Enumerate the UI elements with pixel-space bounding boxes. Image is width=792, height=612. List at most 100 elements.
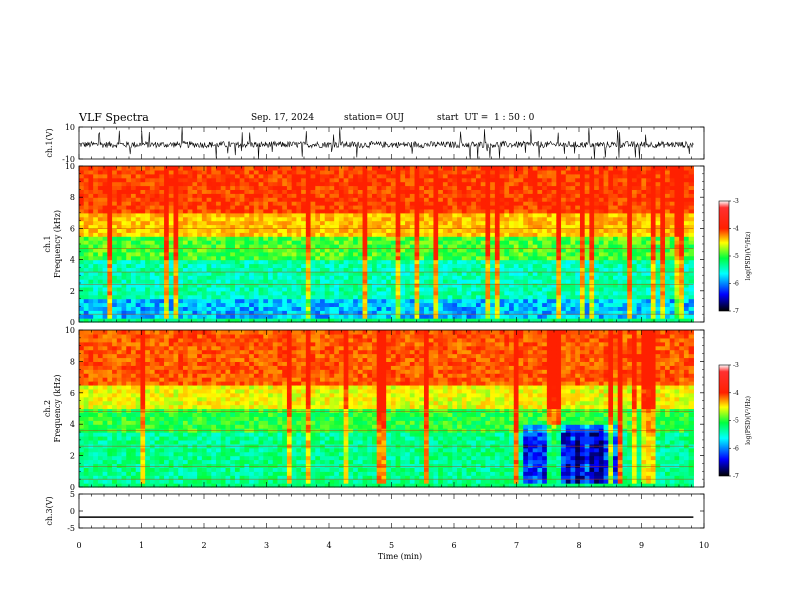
ch1-spectrogram-cell <box>315 267 321 272</box>
ch1-spectrogram-cell <box>249 298 255 304</box>
ch1-spectrogram-cell <box>220 216 227 222</box>
ch1-spectrogram-cell <box>442 271 449 276</box>
ch1-spectrogram-cell <box>509 318 515 323</box>
ch1-spectrogram-cell <box>480 275 487 280</box>
ch1-spectrogram-cell <box>121 220 127 226</box>
ch1-spectrogram-cell <box>249 306 255 311</box>
ch1-spectrogram-cell <box>631 212 638 218</box>
ch1-spectrogram-cell <box>631 224 638 229</box>
ch1-spectrogram-cell <box>409 177 416 183</box>
ch1-spectrogram-cell <box>211 267 217 272</box>
ch1-spectrogram-cell <box>627 181 633 187</box>
ch1-spectrogram-cell <box>622 185 628 190</box>
ch1-spectrogram-cell <box>627 259 633 265</box>
ch1-spectrogram-cell <box>277 259 283 265</box>
ch1-spectrogram-cell <box>452 314 458 319</box>
ch1-spectrogram-cell <box>419 216 425 222</box>
ch1-spectrogram-cell <box>466 193 472 198</box>
ch1-spectrogram-cell <box>116 216 123 222</box>
ch1-spectrogram-cell <box>130 224 137 229</box>
ch1-spectrogram-cell <box>88 275 94 280</box>
ch1-spectrogram-cell <box>244 201 250 206</box>
ch1-spectrogram-cell <box>655 169 661 175</box>
ch1-spectrogram-cell <box>494 283 501 288</box>
ch1-spectrogram-cell <box>79 224 85 229</box>
ch1-spectrogram-cell <box>386 216 392 222</box>
ch1-spectrogram-cell <box>442 193 449 198</box>
ch1-spectrogram-cell <box>216 220 222 226</box>
ch1-spectrogram-cell <box>617 181 624 187</box>
ch1-spectrogram-cell <box>362 294 368 300</box>
ch1-spectrogram-cell <box>301 286 307 292</box>
ch1-spectrogram-cell <box>258 251 264 257</box>
ch1-spectrogram-cell <box>551 169 557 175</box>
ch1-spectrogram-cell <box>617 306 624 311</box>
ch1-spectrogram-cell <box>513 212 520 218</box>
ch1-spectrogram-cell <box>532 189 539 194</box>
ch1-spectrogram-cell <box>320 286 326 292</box>
ch1-spectrogram-cell <box>636 306 642 311</box>
ch1-spectrogram-cell <box>121 263 127 268</box>
ch1-spectrogram-cell <box>546 177 553 183</box>
ch1-spectrogram-cell <box>367 212 373 218</box>
ch1-spectrogram-cell <box>386 290 392 296</box>
ch1-spectrogram-cell <box>83 232 90 237</box>
ch1-spectrogram-cell <box>121 228 127 233</box>
ch1-spectrogram-cell <box>518 298 524 304</box>
ch1-spectrogram-cell <box>433 298 439 304</box>
ch1-spectrogram-cell <box>650 197 657 202</box>
ch1-spectrogram-cell <box>263 181 269 187</box>
ch1-spectrogram-cell <box>97 166 104 171</box>
ch1-spectrogram-cell <box>121 318 127 323</box>
ch1-spectrogram-cell <box>589 255 595 261</box>
ch1-spectrogram-cell <box>234 185 241 190</box>
ch1-spectrogram-cell <box>494 193 501 198</box>
ch1-spectrogram-cell <box>532 271 539 276</box>
ch1-spectrogram-cell <box>660 267 666 272</box>
ch1-spectrogram-cell <box>253 244 260 249</box>
ch1-spectrogram-cell <box>561 314 567 319</box>
ch1-spectrogram-cell <box>126 236 132 241</box>
ch1-spectrogram-cell <box>145 220 151 226</box>
ch1-spectrogram-cell <box>660 251 666 257</box>
ch1-spectrogram-cell <box>494 294 501 300</box>
ch1-spectrogram-cell <box>268 244 274 249</box>
ch1-spectrogram-cell <box>225 314 231 319</box>
ch1-spectrogram-cell <box>135 197 142 202</box>
ch1-spectrogram-cell <box>589 181 595 187</box>
ch1-spectrogram-cell <box>234 263 241 268</box>
ch1-spectrogram-cell <box>324 306 331 311</box>
ch1-spectrogram-cell <box>400 205 406 210</box>
ch1-spectrogram-cell <box>197 271 203 276</box>
ch1-spectrogram-cell <box>206 181 212 187</box>
ch1-spectrogram-cell <box>636 193 642 198</box>
ch1-spectrogram-cell <box>509 251 515 257</box>
ch1-spectrogram-cell <box>282 240 288 245</box>
ch1-spectrogram-cell <box>594 255 600 261</box>
ch1-spectrogram-cell <box>324 310 331 315</box>
ch1-spectrogram-cell <box>613 212 619 218</box>
ch1-spectrogram-cell <box>376 236 383 241</box>
ch1-spectrogram-cell <box>499 216 505 222</box>
ch1-spectrogram-cell <box>353 314 359 319</box>
ch1-spectrogram-cell <box>263 298 269 304</box>
ch1-spectrogram-cell <box>130 247 137 253</box>
ch1-spectrogram-cell <box>565 224 572 229</box>
ch1-spectrogram-cell <box>367 197 373 202</box>
ch1-spectrogram-cell <box>178 189 184 194</box>
ch1-spectrogram-cell <box>301 263 307 268</box>
ch1-spectrogram-cell <box>409 290 416 296</box>
ch1-spectrogram-cell <box>414 302 420 307</box>
ch1-spectrogram-cell <box>627 205 633 210</box>
ch1-spectrogram-cell <box>390 205 397 210</box>
ch1-spectrogram-cell <box>145 181 151 187</box>
ch1-spectrogram-cell <box>149 318 156 323</box>
ch1-spectrogram-cell <box>428 306 435 311</box>
ch1-spectrogram-cell <box>570 232 576 237</box>
ch1-spectrogram-cell <box>646 177 652 183</box>
ch1-spectrogram-cell <box>230 290 236 296</box>
ch1-spectrogram-cell <box>376 240 383 245</box>
ch1-spectrogram-cell <box>390 193 397 198</box>
ch1-spectrogram-cell <box>414 318 420 323</box>
ch1-spectrogram-cell <box>353 255 359 261</box>
